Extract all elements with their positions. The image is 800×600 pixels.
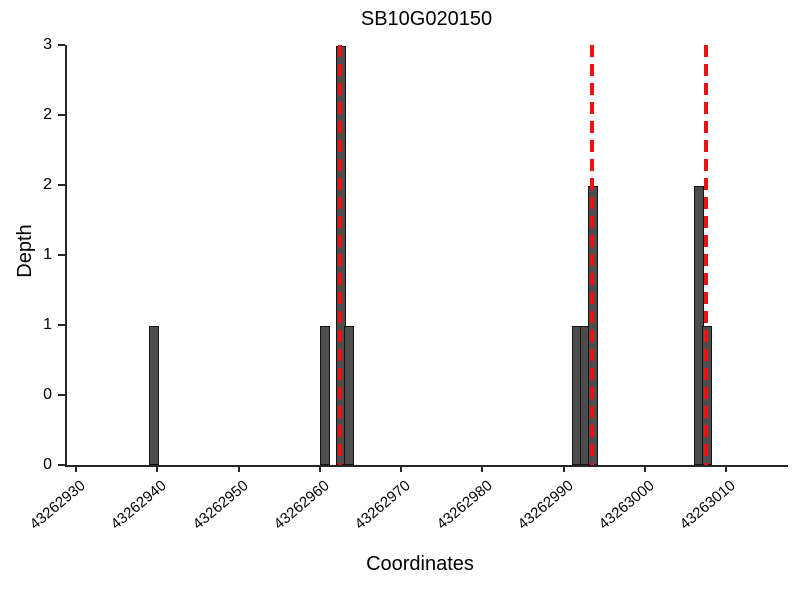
chart-title: SB10G020150 (360, 8, 493, 30)
y-tick-mark (58, 184, 65, 186)
y-tick-mark (58, 114, 65, 116)
x-tick-mark (643, 465, 646, 472)
x-tick-label: 43262960 (270, 477, 333, 533)
y-tick-mark (58, 254, 65, 256)
x-tick-label: 43263010 (677, 477, 740, 533)
y-tick-label: 2 (43, 106, 52, 123)
depth-bar (344, 326, 355, 465)
y-tick-mark (58, 394, 65, 396)
y-tick-mark (58, 464, 65, 466)
y-tick-label: 0 (43, 456, 52, 473)
x-tick-label: 43262990 (514, 477, 577, 533)
y-tick-mark (58, 44, 65, 46)
marker-dashed-line (338, 45, 343, 465)
depth-bar (693, 186, 704, 465)
x-tick-mark (156, 465, 159, 472)
y-tick-label: 1 (43, 246, 52, 263)
x-tick-mark (400, 465, 403, 472)
marker-dashed-line (703, 45, 708, 465)
x-tick-label: 43262930 (26, 477, 89, 533)
x-tick-mark (562, 465, 565, 472)
x-tick-label: 43262980 (433, 477, 496, 533)
y-tick-label: 1 (43, 316, 52, 333)
y-tick-label: 3 (43, 36, 52, 53)
x-tick-label: 43263000 (595, 477, 658, 533)
x-tick-label: 43262950 (189, 477, 252, 533)
depth-bar (319, 326, 330, 465)
x-tick-mark (318, 465, 321, 472)
plot-area: 43262930 43262940 43262950 43262960 43262970… (27, 36, 788, 533)
x-axis-label: Coordinates (366, 553, 474, 575)
marker-dashed-line (590, 45, 595, 465)
x-tick-mark (725, 465, 728, 472)
x-tick-mark (481, 465, 484, 472)
x-tick-mark (74, 465, 77, 472)
x-tick-mark (237, 465, 240, 472)
depth-bar (149, 326, 160, 465)
x-tick-label: 43262970 (351, 477, 415, 533)
y-tick-label: 2 (43, 176, 52, 193)
x-tick-label: 43262940 (108, 477, 171, 533)
y-tick-mark (58, 324, 65, 326)
y-tick-label: 0 (43, 386, 52, 403)
